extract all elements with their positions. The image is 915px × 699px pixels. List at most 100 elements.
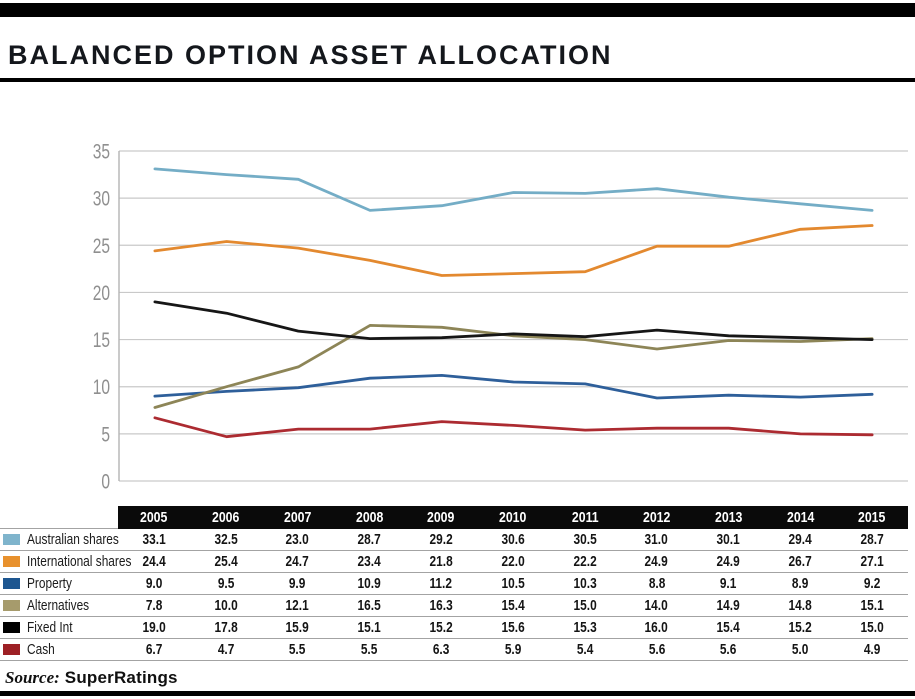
value-cell: 15.4 (477, 597, 549, 615)
value-cell: 15.3 (549, 619, 621, 637)
row-label: Cash (27, 641, 55, 658)
value-text: 23.4 (357, 553, 381, 570)
value-cell: 5.6 (621, 641, 693, 659)
value-text: 22.0 (501, 553, 525, 570)
value-cell: 15.1 (836, 597, 908, 615)
value-text: 10.5 (501, 575, 525, 592)
value-cell: 14.9 (693, 597, 765, 615)
year-label: 2012 (642, 508, 671, 526)
value-text: 16.0 (645, 619, 669, 636)
value-text: 12.1 (285, 597, 310, 614)
value-text: 30.1 (716, 531, 740, 548)
value-cell: 8.9 (764, 575, 836, 593)
year-label: 2015 (858, 508, 886, 526)
value-text: 19.0 (142, 619, 166, 636)
value-text: 15.2 (788, 619, 812, 636)
year-header-cell: 2014 (764, 509, 836, 527)
value-text: 29.2 (429, 531, 453, 548)
source-name: SuperRatings (64, 668, 178, 687)
value-cell: 4.9 (836, 641, 908, 659)
value-text: 15.2 (429, 619, 453, 636)
row-label: Property (27, 575, 72, 592)
table-row: Fixed Int 19.0 17.8 15.9 15.1 15.2 15.6 15.3 16.… (0, 617, 908, 639)
legend-swatch (3, 600, 20, 611)
year-label: 2014 (786, 508, 814, 526)
year-header-cell: 2009 (405, 509, 477, 527)
series-line-fixed-int (153, 300, 874, 342)
value-cell: 15.0 (549, 597, 621, 615)
value-text: 9.9 (289, 575, 306, 592)
value-cell: 31.0 (621, 531, 693, 549)
value-cell: 24.9 (693, 553, 765, 571)
value-cell: 5.6 (693, 641, 765, 659)
value-cell: 15.1 (333, 619, 405, 637)
row-label: International shares (27, 553, 132, 570)
value-text: 24.9 (716, 553, 740, 570)
value-text: 30.5 (573, 531, 597, 548)
value-text: 16.5 (357, 597, 381, 614)
year-label: 2011 (571, 508, 599, 526)
value-cell: 16.0 (621, 619, 693, 637)
value-text: 29.4 (788, 531, 812, 548)
value-text: 11.2 (429, 575, 453, 592)
value-text: 28.7 (357, 531, 381, 548)
year-header-cell: 2011 (549, 509, 621, 527)
value-cell: 21.8 (405, 553, 477, 571)
value-text: 27.1 (860, 553, 884, 570)
value-cell: 16.5 (333, 597, 405, 615)
value-text: 15.1 (860, 597, 884, 614)
y-axis-tick-label: 0 (101, 469, 110, 493)
value-text: 10.3 (573, 575, 597, 592)
value-cell: 9.1 (693, 575, 765, 593)
series-line-alternatives (153, 323, 874, 409)
value-text: 16.3 (429, 597, 453, 614)
value-text: 22.2 (573, 553, 597, 570)
value-text: 5.0 (791, 641, 809, 658)
value-cell: 15.6 (477, 619, 549, 637)
value-cell: 15.2 (764, 619, 836, 637)
y-axis-tick-label: 20 (93, 281, 110, 305)
value-cell: 28.7 (333, 531, 405, 549)
row-label-cell: International shares (0, 551, 131, 572)
value-text: 10.9 (357, 575, 381, 592)
year-header-cell: 2005 (118, 509, 190, 527)
series-line-cash (153, 416, 874, 439)
year-header-cell: 2015 (836, 509, 908, 527)
value-text: 5.9 (504, 641, 522, 658)
row-label-cell: Fixed Int (0, 617, 118, 638)
value-cell: 10.0 (190, 597, 262, 615)
value-text: 25.4 (214, 553, 238, 570)
value-cell: 33.1 (118, 531, 190, 549)
value-cell: 15.0 (836, 619, 908, 637)
value-cell: 24.4 (118, 553, 190, 571)
value-text: 5.5 (289, 641, 306, 658)
value-cell: 14.8 (764, 597, 836, 615)
year-header-bar: 2005 2006 2007 2008 2009 2010 2011 2012 2013 2014… (118, 506, 908, 529)
value-text: 28.7 (860, 531, 884, 548)
value-text: 8.8 (648, 575, 665, 592)
source-line: Source: SuperRatings (5, 668, 178, 688)
value-cell: 26.7 (764, 553, 836, 571)
value-text: 15.4 (716, 619, 740, 636)
value-cell: 30.6 (477, 531, 549, 549)
value-cell: 11.2 (405, 575, 477, 593)
value-cell: 4.7 (190, 641, 262, 659)
value-cell: 10.9 (333, 575, 405, 593)
source-label: Source: (5, 668, 60, 687)
value-text: 14.8 (788, 597, 812, 614)
value-cell: 30.5 (549, 531, 621, 549)
value-cell: 27.1 (836, 553, 908, 571)
value-text: 6.7 (145, 641, 163, 658)
year-label: 2009 (427, 508, 455, 526)
row-label: Alternatives (27, 597, 90, 614)
value-text: 17.8 (214, 619, 238, 636)
top-rule (0, 3, 915, 17)
row-label-cell: Australian shares (0, 529, 119, 550)
value-cell: 15.4 (693, 619, 765, 637)
value-cell: 15.2 (405, 619, 477, 637)
y-axis-tick-label: 5 (101, 422, 110, 446)
table-row: International shares 24.4 25.4 24.7 23.4 21.8… (0, 551, 908, 573)
asset-allocation-chart: 0 5 10 15 20 25 30 35 (0, 139, 915, 500)
value-text: 9.5 (217, 575, 234, 592)
